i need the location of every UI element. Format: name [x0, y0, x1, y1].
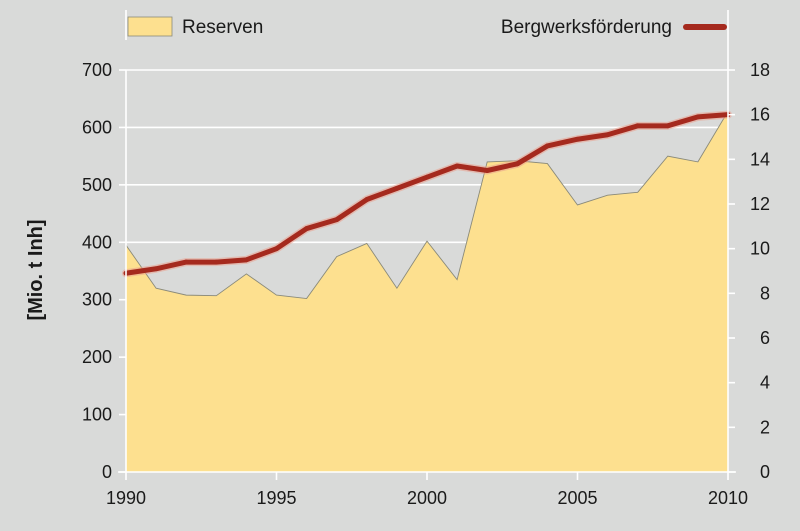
- point-bergwerksfoerderung-1991: [153, 266, 159, 272]
- y-tick-label-left-100: 100: [82, 405, 112, 425]
- y-tick-label-right-4: 4: [760, 373, 770, 393]
- y-tick-label-right-16: 16: [750, 105, 770, 125]
- point-bergwerksfoerderung-2008: [665, 123, 671, 129]
- y-tick-label-right-18: 18: [750, 60, 770, 80]
- y-tick-label-left-600: 600: [82, 117, 112, 137]
- y-tick-label-right-8: 8: [760, 283, 770, 303]
- right-tick-labels: 0 2 4 6 8 10 12 14 16 18: [750, 60, 770, 482]
- point-bergwerksfoerderung-2006: [605, 132, 610, 138]
- area-reserven-edge: [125, 111, 729, 300]
- point-bergwerksfoerderung-2009: [695, 114, 701, 120]
- x-tick-label-1990: 1990: [106, 488, 146, 508]
- y-tick-label-right-6: 6: [760, 328, 770, 348]
- point-bergwerksfoerderung-1996: [304, 226, 309, 231]
- point-bergwerksfoerderung-1997: [334, 217, 340, 223]
- y-tick-label-right-14: 14: [750, 149, 770, 169]
- x-tick-label-2005: 2005: [557, 488, 597, 508]
- axes: [118, 10, 736, 480]
- point-bergwerksfoerderung-2002: [484, 168, 490, 173]
- point-bergwerksfoerderung-2001: [454, 163, 460, 169]
- point-bergwerksfoerderung-2003: [514, 161, 520, 167]
- point-bergwerksfoerderung-2007: [635, 123, 641, 129]
- point-bergwerksfoerderung-1998: [364, 197, 370, 202]
- legend: Reserven Bergwerksförderung: [127, 16, 727, 38]
- point-bergwerksfoerderung-1995: [274, 246, 279, 252]
- y-tick-label-right-12: 12: [750, 194, 770, 214]
- point-bergwerksfoerderung-1994: [244, 257, 249, 263]
- y-tick-label-left-400: 400: [82, 232, 112, 252]
- legend-swatch-reserven: [127, 16, 173, 37]
- legend-label-bergwerksfoerderung: Bergwerksförderung: [501, 17, 672, 38]
- point-bergwerksfoerderung-1993: [213, 259, 219, 265]
- line-layer: [122, 110, 732, 278]
- y-tick-label-left-500: 500: [82, 175, 112, 195]
- y-tick-label-right-10: 10: [750, 239, 770, 259]
- left-tick-labels: 0 100 200 300 400 500 600 700: [82, 60, 112, 482]
- y-tick-label-left-700: 700: [82, 60, 112, 80]
- y-tick-label-right-0: 0: [760, 462, 770, 482]
- y-tick-label-left-200: 200: [82, 347, 112, 367]
- area-reserven: [126, 111, 728, 472]
- x-tick-label-1995: 1995: [256, 488, 296, 508]
- x-tick-label-2000: 2000: [407, 488, 447, 508]
- x-tick-labels: 1990 1995 2000 2005 2010: [106, 488, 748, 508]
- x-tick-label-2010: 2010: [708, 488, 748, 508]
- y-axis-title: [Mio. t Inh]: [25, 219, 47, 320]
- y-tick-label-left-0: 0: [102, 462, 112, 482]
- point-bergwerksfoerderung-2004: [545, 143, 550, 149]
- y-tick-label-right-2: 2: [760, 417, 770, 437]
- area-layer: [125, 111, 729, 472]
- point-bergwerksfoerderung-1992: [183, 259, 189, 265]
- point-bergwerksfoerderung-1999: [394, 185, 400, 191]
- y-tick-label-left-300: 300: [82, 290, 112, 310]
- point-bergwerksfoerderung-2000: [424, 174, 430, 180]
- point-bergwerksfoerderung-2005: [575, 136, 580, 142]
- legend-label-reserven: Reserven: [182, 17, 263, 38]
